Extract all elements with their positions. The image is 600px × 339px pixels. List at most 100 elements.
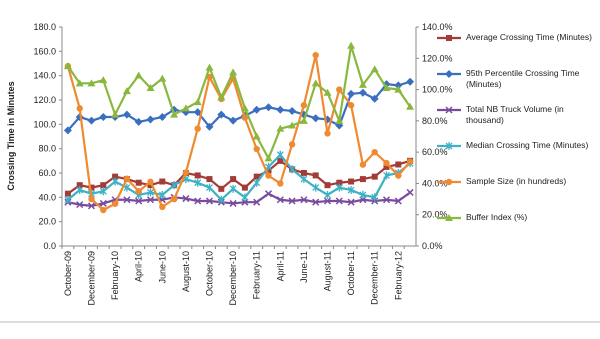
x-tick-label: February-11	[252, 251, 262, 299]
marker	[383, 159, 390, 167]
x-tick-label: February-12	[393, 251, 403, 300]
marker	[229, 184, 237, 193]
marker	[311, 79, 320, 87]
legend-label: Buffer Index (%)	[466, 212, 528, 222]
marker	[299, 116, 308, 124]
y2-tick-label: 140.0%	[422, 22, 453, 32]
legend-item: Total NB Truck Volume (in thousand)	[437, 104, 598, 140]
marker	[122, 110, 131, 119]
marker	[312, 198, 320, 206]
marker	[359, 190, 367, 199]
marker	[229, 68, 238, 76]
marker	[88, 184, 95, 191]
marker	[182, 195, 190, 203]
marker	[170, 195, 178, 203]
marker	[158, 113, 167, 122]
marker	[99, 187, 107, 196]
x-tick-label: December-09	[87, 251, 97, 306]
y2-tick-label: 80.0%	[422, 116, 448, 126]
marker	[122, 87, 131, 95]
marker	[288, 197, 296, 205]
marker	[170, 181, 178, 190]
marker	[311, 114, 320, 123]
legend-swatch	[437, 142, 461, 150]
marker	[241, 193, 249, 202]
marker	[446, 35, 452, 41]
marker	[347, 89, 356, 98]
y2-tick-label: 20.0%	[422, 210, 448, 220]
series-line	[67, 153, 411, 202]
marker	[264, 154, 273, 162]
marker	[445, 70, 453, 78]
marker	[217, 195, 225, 204]
legend-item: Median Crossing Time (Minutes)	[437, 140, 598, 176]
y-tick-label: 20.0	[38, 217, 56, 227]
marker	[370, 65, 379, 73]
marker	[253, 145, 260, 153]
marker	[229, 199, 237, 207]
x-tick-label: June-10	[157, 251, 167, 284]
marker	[264, 103, 273, 112]
y2-tick-label: 120.0%	[422, 53, 453, 63]
marker	[123, 175, 131, 182]
marker	[406, 188, 414, 196]
legend: Average Crossing Time (Minutes) 95th Perc…	[437, 32, 598, 248]
marker	[64, 190, 71, 197]
marker	[312, 172, 319, 179]
marker	[99, 76, 108, 84]
y-tick-label: 100.0	[33, 119, 56, 129]
y2-tick-label: 100.0%	[422, 85, 453, 95]
marker	[134, 71, 143, 79]
legend-label: Average Crossing Time (Minutes)	[466, 32, 592, 42]
marker	[253, 178, 261, 187]
x-tick-label: April-11	[275, 251, 285, 281]
marker	[371, 193, 379, 202]
marker	[87, 202, 96, 210]
marker	[394, 197, 402, 205]
marker	[123, 196, 131, 204]
marker	[359, 176, 366, 183]
marker	[253, 198, 261, 206]
marker	[264, 190, 273, 198]
marker	[323, 88, 332, 96]
marker	[347, 102, 355, 109]
marker	[112, 173, 119, 180]
marker	[170, 110, 179, 118]
marker	[146, 115, 155, 124]
marker	[147, 182, 154, 189]
legend-item: 95th Percentile Crossing Time (Minutes)	[437, 68, 598, 104]
x-tick-label: June-11	[299, 251, 309, 283]
marker	[288, 165, 296, 174]
marker	[252, 105, 261, 114]
marker	[63, 62, 72, 70]
marker	[300, 175, 308, 184]
marker	[382, 84, 391, 92]
marker	[406, 158, 414, 165]
marker	[288, 141, 296, 148]
marker	[300, 102, 308, 109]
x-tick-label: April-10	[134, 251, 144, 282]
marker	[64, 195, 72, 204]
marker	[312, 183, 320, 192]
y-tick-label: 40.0	[38, 192, 56, 202]
marker	[194, 172, 201, 179]
legend-swatch	[437, 106, 461, 114]
marker	[240, 104, 249, 112]
marker	[206, 183, 213, 192]
marker	[76, 182, 83, 189]
marker	[277, 157, 284, 164]
marker	[205, 122, 214, 131]
marker	[159, 203, 166, 211]
y-tick-label: 80.0	[38, 144, 56, 154]
marker	[406, 77, 415, 86]
marker	[335, 197, 343, 205]
series-line	[67, 159, 411, 195]
marker	[158, 74, 167, 82]
marker	[217, 110, 226, 119]
legend-item: Sample Size (in hundreds)	[437, 176, 598, 212]
marker	[111, 110, 120, 118]
marker	[88, 195, 95, 203]
marker	[158, 190, 166, 199]
marker	[147, 188, 154, 197]
